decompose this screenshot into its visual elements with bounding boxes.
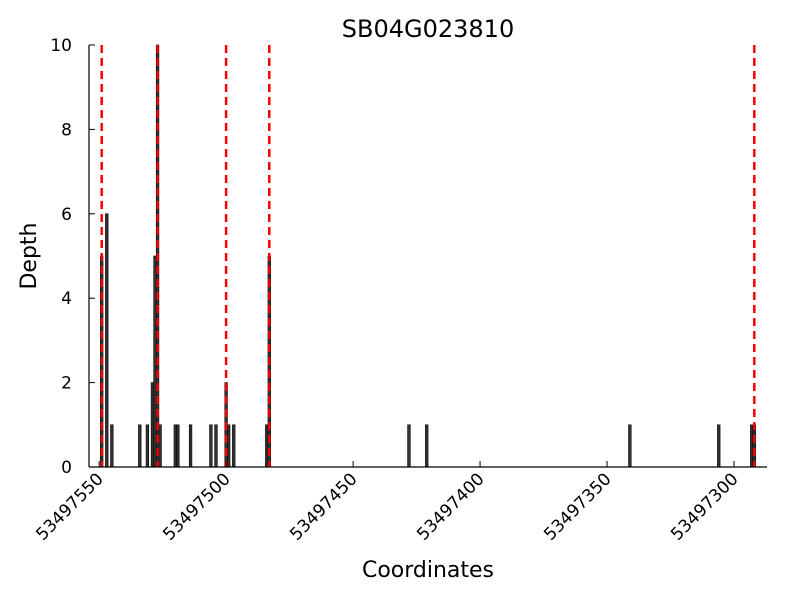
depth-bar [176,424,180,468]
depth-bar [752,424,756,468]
y-tick-label: 10 [50,36,72,56]
depth-bar [110,424,114,468]
depth-bar [138,424,142,468]
chart-title: SB04G023810 [342,15,514,43]
y-ticks: 0 2 4 6 8 10 [50,36,95,478]
y-tick-label: 0 [61,458,72,478]
depth-bar [188,424,193,468]
depth-bar [717,424,721,468]
y-tick-label: 4 [61,289,72,309]
depth-bar [227,424,231,468]
axes [88,45,767,468]
y-tick-label: 8 [61,120,72,140]
y-tick-label: 2 [61,374,72,394]
depth-bar [232,424,236,468]
depth-bar [145,424,150,468]
exon-boundary-lines [100,45,756,467]
depth-bar [214,424,218,468]
y-axis-label: Depth [17,222,42,289]
x-axis-label: Coordinates [362,558,494,583]
depth-bar [158,424,162,468]
depth-bar [628,424,632,468]
depth-bar [407,424,411,468]
depth-bar [105,213,109,468]
depth-bar [425,424,429,468]
depth-bar [209,424,213,468]
y-tick-label: 6 [61,205,72,225]
